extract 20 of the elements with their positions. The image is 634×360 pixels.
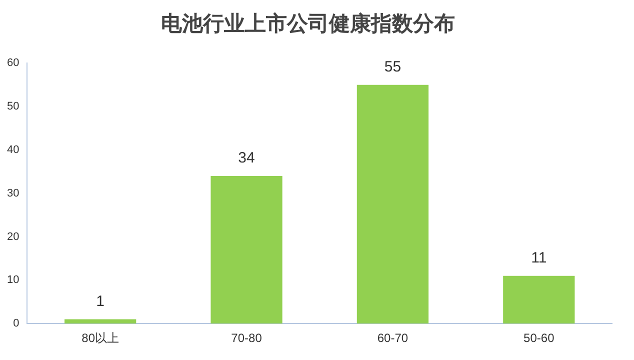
y-tick-label: 30 (6, 187, 20, 200)
data-label: 11 (531, 250, 547, 266)
x-tick-label: 80以上 (82, 331, 120, 346)
bar (356, 84, 429, 324)
y-tick-label: 40 (6, 144, 20, 156)
data-label: 1 (96, 292, 105, 310)
y-tick-label: 0 (13, 318, 20, 330)
y-tick-label: 60 (6, 57, 20, 70)
y-tick-label: 50 (6, 100, 20, 113)
data-label: 55 (384, 58, 402, 76)
x-tick-label: 50-60 (524, 331, 555, 346)
bar (503, 276, 575, 324)
bar (64, 319, 136, 324)
x-tick-label: 60-70 (377, 331, 408, 346)
chart-title: 电池行业上市公司健康指数分布 (161, 11, 455, 36)
x-tick-label: 70-80 (231, 331, 262, 346)
y-tick-label: 20 (6, 230, 20, 243)
y-tick-label: 10 (6, 274, 20, 286)
bar (210, 176, 282, 324)
data-label: 34 (238, 150, 255, 167)
